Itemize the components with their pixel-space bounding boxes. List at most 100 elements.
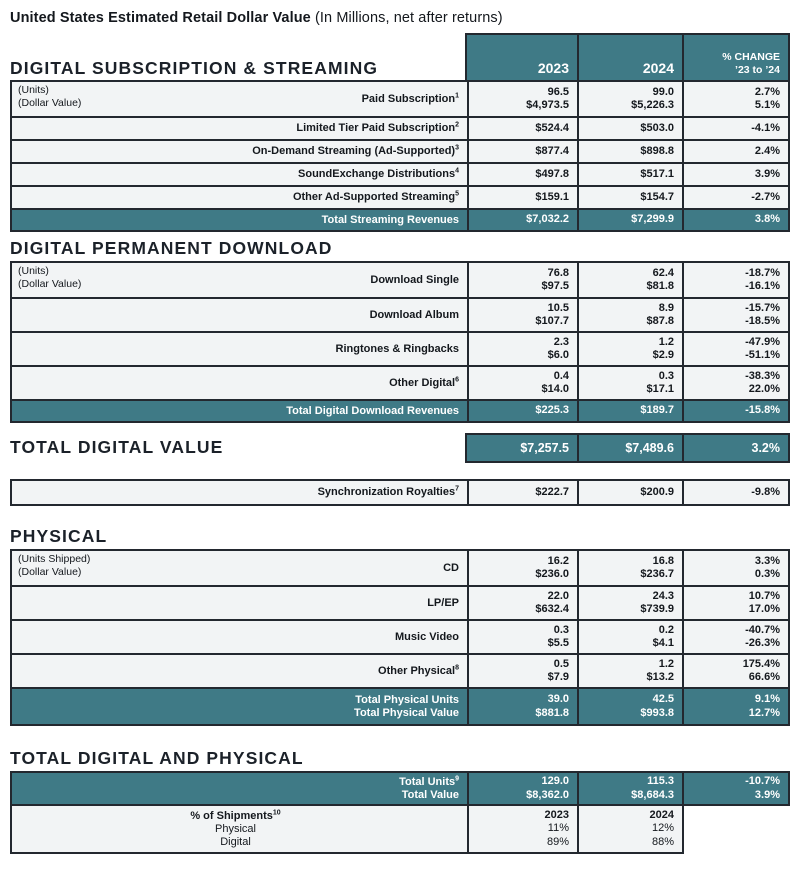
- table-row: Download Album 10.5 $107.7 8.9 $87.8 -15.7% -1…: [12, 297, 788, 331]
- value-change: -18.7% -16.1%: [682, 263, 788, 297]
- row-notes: [12, 367, 239, 399]
- row-notes: [12, 141, 239, 162]
- section-heading: TOTAL DIGITAL AND PHYSICAL: [10, 748, 304, 768]
- row-label: LP/EP: [427, 596, 459, 609]
- value-2024: $7,299.9: [577, 210, 682, 230]
- table-row: Ringtones & Ringbacks 2.3 $6.0 1.2 $2.9 -47.9…: [12, 331, 788, 365]
- section-heading: PHYSICAL: [10, 526, 108, 546]
- value-2023: $7,257.5: [467, 435, 577, 461]
- row-notes: [12, 299, 239, 331]
- value-2024: $200.9: [577, 481, 682, 504]
- row-notes: [12, 655, 239, 687]
- value-2023: 10.5 $107.7: [467, 299, 577, 331]
- value-2024: 1.2 $2.9: [577, 333, 682, 365]
- data-table: Total Units9 Total Value 129.0 $8,362.0 115.…: [10, 771, 790, 806]
- table-row: % of Shipments10 Physical Digital 2023 11% 89…: [12, 806, 682, 852]
- row-label: Download Album: [369, 308, 459, 321]
- total-row-label: Total Digital Download Revenues: [286, 404, 459, 417]
- value-change: -38.3% 22.0%: [682, 367, 788, 399]
- col-header-change: % CHANGE ’23 to ’24: [682, 35, 788, 80]
- table-row: (Units) (Dollar Value) Download Single 76.8…: [12, 263, 788, 297]
- value-change: -2.7%: [682, 187, 788, 208]
- page-title-main: United States Estimated Retail Dollar Va…: [10, 10, 311, 26]
- table-row: Other Digital6 0.4 $14.0 0.3 $17.1 -38.3% 22.0…: [12, 365, 788, 399]
- value-2024: 8.9 $87.8: [577, 299, 682, 331]
- value-2024: 2024 12% 88%: [577, 806, 682, 852]
- value-2023: 76.8 $97.5: [467, 263, 577, 297]
- row-label: Paid Subscription1: [361, 91, 459, 105]
- value-2023: $222.7: [467, 481, 577, 504]
- value-2023: $877.4: [467, 141, 577, 162]
- col-header-2024: 2024: [577, 35, 682, 80]
- table-row: SoundExchange Distributions4 $497.8 $517.1…: [12, 162, 788, 185]
- value-2023: $524.4: [467, 118, 577, 139]
- value-2023: 96.5 $4,973.5: [467, 82, 577, 116]
- total-row-label: Total Streaming Revenues: [321, 213, 459, 226]
- row-label: Music Video: [395, 630, 459, 643]
- value-2024: $7,489.6: [577, 435, 682, 461]
- row-label: Ringtones & Ringbacks: [335, 342, 459, 355]
- value-2023: 22.0 $632.4: [467, 587, 577, 619]
- value-2024: $898.8: [577, 141, 682, 162]
- total-row: Total Digital Download Revenues $225.3 $18…: [12, 399, 788, 421]
- row-notes: [12, 164, 239, 185]
- row-notes: [12, 333, 239, 365]
- row-label: On-Demand Streaming (Ad-Supported)3: [252, 144, 459, 157]
- table-row: Limited Tier Paid Subscription2 $524.4 $50…: [12, 116, 788, 139]
- column-headers: 2023 2024% CHANGE ’23 to ’24: [465, 33, 790, 80]
- value-change: -15.7% -18.5%: [682, 299, 788, 331]
- table-row: (Units) (Dollar Value) Paid Subscription1 9…: [12, 82, 788, 116]
- value-2024: 115.3 $8,684.3: [577, 773, 682, 804]
- inline-total-values: $7,257.5 $7,489.6 3.2%: [465, 433, 790, 463]
- value-change: -10.7% 3.9%: [682, 773, 788, 804]
- value-2024: $503.0: [577, 118, 682, 139]
- value-2024: $189.7: [577, 401, 682, 421]
- section-5: TOTAL DIGITAL AND PHYSICAL Total Units9 To…: [10, 748, 790, 854]
- value-change: 3.9%: [682, 164, 788, 185]
- row-label: Other Digital6: [389, 375, 459, 389]
- value-2023: 0.3 $5.5: [467, 621, 577, 653]
- table-row: Other Ad-Supported Streaming5 $159.1 $154.…: [12, 185, 788, 208]
- report-table-area: DIGITAL SUBSCRIPTION & STREAMING 2023 2024…: [10, 33, 790, 854]
- table-row: LP/EP 22.0 $632.4 24.3 $739.9 10.7% 17.0%: [12, 585, 788, 619]
- value-2023: 0.5 $7.9: [467, 655, 577, 687]
- row-label: Download Single: [370, 273, 459, 286]
- row-label: Synchronization Royalties7: [317, 485, 459, 498]
- page-title: United States Estimated Retail Dollar Va…: [10, 10, 790, 26]
- value-2024: 0.3 $17.1: [577, 367, 682, 399]
- section-heading: TOTAL DIGITAL VALUE: [10, 436, 224, 457]
- row-notes: [12, 587, 239, 619]
- table-row: (Units Shipped) (Dollar Value) CD 16.2 $236.…: [12, 551, 788, 585]
- page-title-sub: (In Millions, net after returns): [310, 10, 503, 26]
- section-0: DIGITAL SUBSCRIPTION & STREAMING 2023 2024…: [10, 33, 790, 232]
- value-change: -47.9% -51.1%: [682, 333, 788, 365]
- value-2023: 0.4 $14.0: [467, 367, 577, 399]
- value-change: 10.7% 17.0%: [682, 587, 788, 619]
- value-change: -40.7% -26.3%: [682, 621, 788, 653]
- data-table: (Units) (Dollar Value) Download Single 76.8…: [10, 261, 790, 423]
- value-change: -9.8%: [682, 481, 788, 504]
- row-label: Other Physical8: [378, 663, 459, 677]
- value-2024: 0.2 $4.1: [577, 621, 682, 653]
- col-header-2023: 2023: [467, 35, 577, 80]
- value-2023: 2.3 $6.0: [467, 333, 577, 365]
- inline-total-row: TOTAL DIGITAL VALUE $7,257.5 $7,489.6 3.2%: [10, 433, 790, 463]
- section-4: PHYSICAL (Units Shipped) (Dollar Value) CD 1…: [10, 526, 790, 726]
- row-notes: [12, 481, 239, 504]
- total-row: Total Streaming Revenues $7,032.2 $7,299.9…: [12, 208, 788, 230]
- section-1: DIGITAL PERMANENT DOWNLOAD (Units) (Dollar…: [10, 238, 790, 423]
- row-notes: [12, 621, 239, 653]
- value-2023: 2023 11% 89%: [467, 806, 577, 852]
- section-2: TOTAL DIGITAL VALUE $7,257.5 $7,489.6 3.2%: [10, 433, 790, 463]
- row-notes: (Units) (Dollar Value): [18, 84, 82, 109]
- value-change: 3.2%: [682, 435, 788, 461]
- section-heading: DIGITAL PERMANENT DOWNLOAD: [10, 238, 333, 258]
- total-row: Total Units9 Total Value 129.0 $8,362.0 115.…: [12, 773, 788, 804]
- total-row-label: Total Physical Units Total Physical Value: [354, 693, 459, 719]
- total-row-label: Total Units9 Total Value: [399, 774, 459, 801]
- row-label: Other Ad-Supported Streaming5: [292, 190, 459, 203]
- value-2024: $154.7: [577, 187, 682, 208]
- total-row: Total Physical Units Total Physical Value…: [12, 687, 788, 724]
- value-2024: 24.3 $739.9: [577, 587, 682, 619]
- row-notes: [12, 118, 239, 139]
